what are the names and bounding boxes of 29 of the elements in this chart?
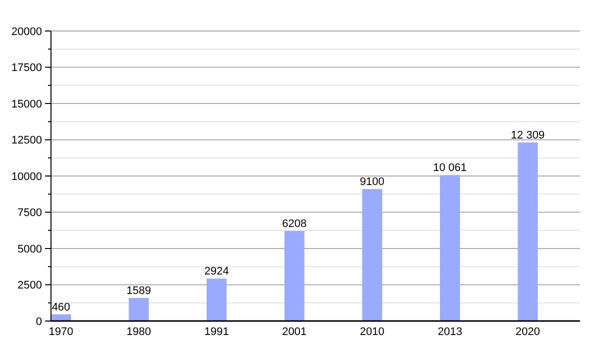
y-tick-label: 5000 — [18, 243, 42, 256]
x-tick-label: 1970 — [48, 326, 74, 338]
bar — [440, 175, 460, 321]
y-tick-label: 0 — [36, 316, 42, 328]
bar — [362, 189, 382, 321]
data-label: 460 — [52, 301, 70, 314]
y-tick-label: 7500 — [18, 207, 42, 220]
bar — [284, 230, 304, 321]
x-tick-label: 2001 — [282, 326, 307, 338]
x-tick-label: 1980 — [126, 326, 152, 338]
data-label: 2924 — [204, 266, 229, 278]
x-tick-label: 2010 — [360, 326, 384, 338]
y-tick-label: 20000 — [11, 26, 42, 38]
x-tick-label: 2013 — [438, 326, 462, 338]
x-tick-label: 2020 — [516, 326, 540, 338]
y-tick-label: 10000 — [11, 170, 42, 183]
data-label: 1589 — [126, 284, 152, 297]
y-tick-label: 12500 — [11, 134, 42, 147]
x-tick-label: 1991 — [204, 326, 229, 338]
bar — [518, 142, 538, 321]
y-tick-label: 15000 — [11, 98, 42, 110]
bar — [206, 278, 227, 321]
y-tick-label: 2500 — [18, 280, 42, 292]
data-label: 6208 — [282, 218, 307, 230]
y-tick-label: 17500 — [11, 62, 42, 74]
data-label: 9100 — [360, 176, 384, 188]
data-label: 10 061 — [433, 162, 467, 174]
data-label: 12 309 — [510, 130, 545, 142]
bar — [128, 298, 149, 321]
